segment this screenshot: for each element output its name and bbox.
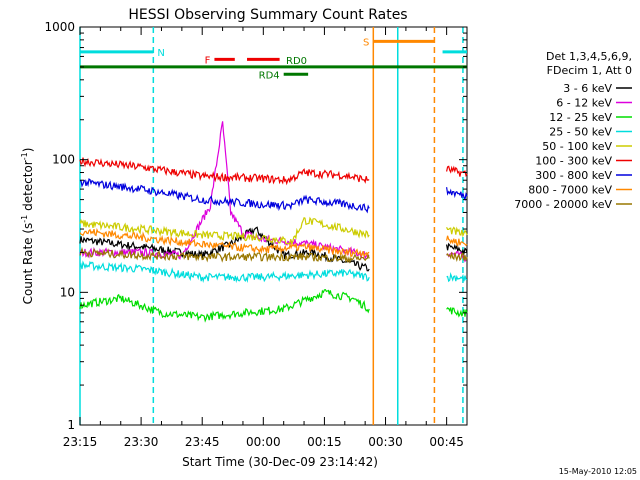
legend-header-line-2: FDecim 1, Att 0	[547, 64, 632, 77]
series-7000-20000keV	[79, 246, 468, 264]
x-axis-label: Start Time (30-Dec-09 23:14:42)	[182, 455, 378, 469]
plot-area: N F RD0 RD4 S 1 10 100 1000 23:15 23:30 23:45 00:0…	[44, 20, 468, 449]
legend-label: 7000 - 20000 keV	[514, 198, 612, 211]
y-tick-label: 10	[60, 285, 75, 299]
series-line	[446, 226, 468, 238]
legend-label: 100 - 300 keV	[535, 155, 612, 168]
y-axis-ticks: 1 10 100 1000	[44, 20, 467, 432]
series-line	[446, 187, 468, 202]
legend-label: 50 - 100 keV	[542, 140, 612, 153]
flag-label: S	[363, 37, 369, 48]
series-3-6keV	[79, 226, 468, 272]
x-tick-label: 00:00	[246, 435, 281, 449]
legend-label: 25 - 50 keV	[549, 126, 612, 139]
series-line	[446, 271, 468, 283]
legend-label: 300 - 800 keV	[535, 169, 612, 182]
flag-label: N	[157, 48, 164, 59]
x-axis-ticks: 23:15 23:30 23:45 00:00 00:15 00:30 00:45	[63, 27, 464, 449]
series-layer	[79, 121, 468, 323]
y-tick-label: 1000	[44, 20, 75, 34]
legend-header-line-1: Det 1,3,4,5,6,9,	[546, 50, 632, 63]
series-line	[79, 226, 370, 272]
series-line	[446, 165, 468, 177]
footer-date: 15-May-2010 12:05	[559, 467, 637, 476]
x-tick-label: 00:15	[307, 435, 342, 449]
x-tick-label: 00:30	[368, 435, 403, 449]
legend: Det 1,3,4,5,6,9, FDecim 1, Att 0 3 - 6 k…	[514, 50, 632, 211]
series-line	[446, 235, 468, 247]
x-tick-label: 23:45	[185, 435, 220, 449]
y-label-end: )	[21, 148, 35, 153]
series-line	[79, 157, 370, 186]
series-line	[79, 216, 370, 247]
y-axis-label: Count Rate (s-1 detector-1)	[20, 148, 35, 305]
series-line	[446, 252, 468, 262]
y-label-sup1: -1	[20, 215, 29, 223]
series-line	[79, 260, 370, 284]
x-tick-label: 00:45	[429, 435, 464, 449]
series-100-300keV	[79, 157, 468, 186]
chart-title: HESSI Observing Summary Count Rates	[128, 7, 407, 23]
flag-bars: N F RD0 RD4 S	[80, 37, 467, 81]
event-vlines	[79, 27, 464, 425]
series-line	[79, 289, 370, 323]
series-800-7000keV	[79, 227, 468, 259]
flag-label: RD4	[259, 70, 280, 81]
y-label-main: Count Rate (s	[21, 223, 35, 305]
y-tick-label: 100	[52, 153, 75, 167]
series-line	[79, 246, 370, 264]
flag-label: F	[205, 55, 211, 66]
y-label-mid: detector	[21, 160, 35, 215]
series-line	[446, 307, 468, 318]
series-6-12keV	[79, 121, 468, 263]
x-tick-label: 23:15	[63, 435, 98, 449]
series-25-50keV	[79, 260, 468, 284]
y-tick-label: 1	[67, 418, 75, 432]
x-tick-label: 23:30	[124, 435, 159, 449]
series-300-800keV	[79, 178, 468, 214]
y-label-sup2: -1	[20, 152, 29, 160]
series-line	[79, 227, 370, 259]
legend-label: 6 - 12 keV	[556, 97, 612, 110]
flag-label: RD0	[286, 56, 307, 67]
series-line	[79, 121, 370, 260]
series-12-25keV	[79, 289, 468, 323]
series-line	[79, 178, 370, 214]
legend-label: 12 - 25 keV	[549, 111, 612, 124]
legend-label: 800 - 7000 keV	[528, 184, 612, 197]
legend-label: 3 - 6 keV	[563, 82, 612, 95]
series-50-100keV	[79, 216, 468, 247]
